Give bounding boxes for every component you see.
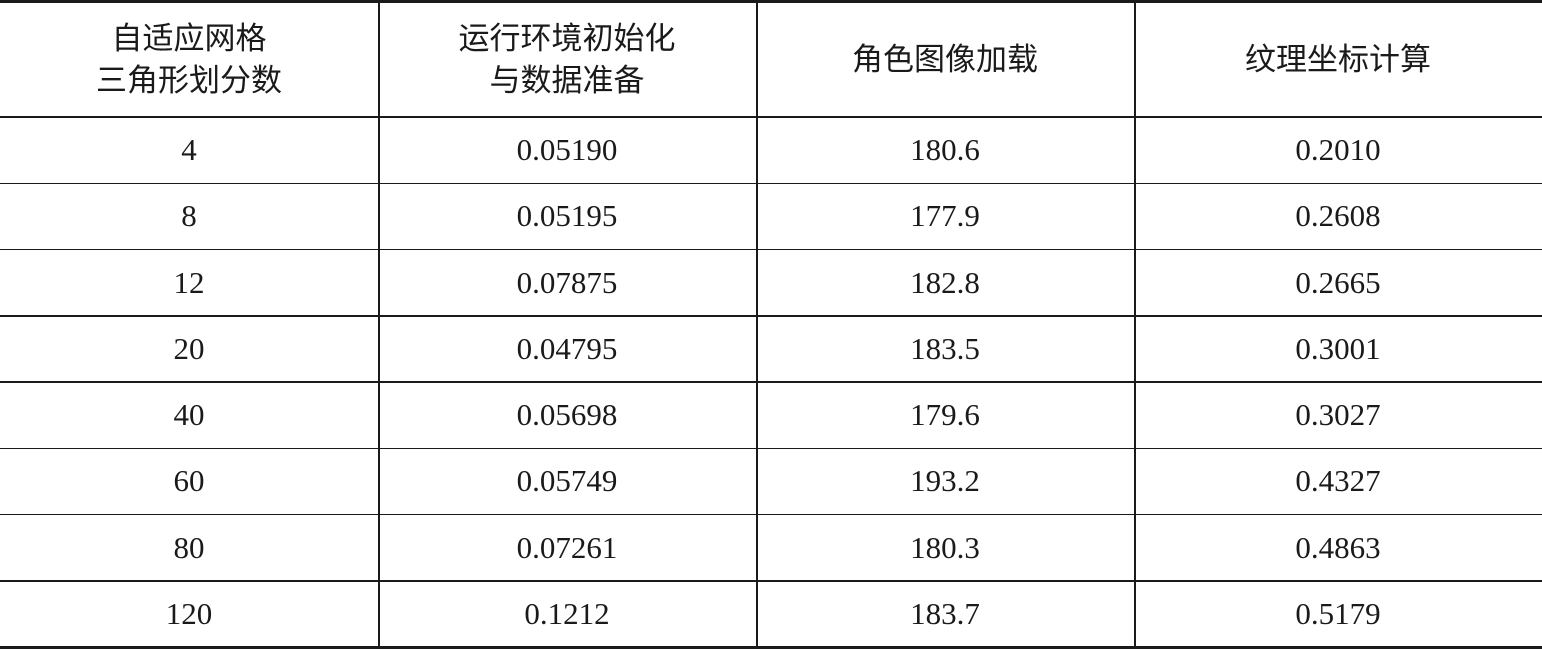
table-cell: 0.2010 bbox=[1295, 132, 1381, 168]
table-cell: 0.4863 bbox=[1295, 529, 1381, 565]
row-border bbox=[0, 381, 1542, 383]
column-border bbox=[1134, 0, 1136, 649]
table-cell: 0.05698 bbox=[516, 397, 618, 433]
header-text: 三角形划分数 bbox=[96, 63, 282, 98]
table-cell: 0.1212 bbox=[524, 595, 610, 631]
table-cell: 8 bbox=[181, 198, 197, 234]
table-cell: 193.2 bbox=[910, 463, 980, 499]
header-cell: 运行环境初始化 与数据准备 bbox=[378, 3, 756, 117]
table-cell: 180.3 bbox=[910, 529, 980, 565]
table-cell: 12 bbox=[173, 264, 205, 300]
table-cell: 80 bbox=[173, 529, 205, 565]
table-cell: 20 bbox=[173, 330, 205, 366]
table-cell: 0.5179 bbox=[1295, 595, 1381, 631]
header-text: 与数据准备 bbox=[489, 63, 645, 98]
table-cell: 182.8 bbox=[910, 264, 980, 300]
header-cell: 自适应网格三角形划分数 bbox=[0, 3, 378, 117]
column-border bbox=[756, 0, 758, 649]
row-border bbox=[0, 580, 1542, 582]
row-border bbox=[0, 315, 1542, 317]
table-cell: 0.3001 bbox=[1295, 330, 1381, 366]
table-cell: 0.3027 bbox=[1295, 397, 1381, 433]
row-border bbox=[0, 248, 1542, 251]
header-cell: 角色图像加载 bbox=[756, 3, 1134, 117]
header-text: 角色图像加载 bbox=[852, 42, 1038, 77]
table-cell: 180.6 bbox=[910, 132, 980, 168]
row-border bbox=[0, 513, 1542, 516]
header-cell: 纹理坐标计算 bbox=[1134, 3, 1542, 117]
column-border bbox=[378, 0, 380, 649]
header-text: 纹理坐标计算 bbox=[1245, 42, 1431, 77]
row-border bbox=[0, 182, 1542, 184]
table-cell: 0.4327 bbox=[1295, 463, 1381, 499]
header-text: 自适应网格 bbox=[111, 21, 267, 56]
table-cell: 40 bbox=[173, 397, 205, 433]
table-cell: 0.07875 bbox=[516, 264, 618, 300]
table-cell: 0.05749 bbox=[516, 463, 618, 499]
table-cell: 177.9 bbox=[910, 198, 980, 234]
table-cell: 183.5 bbox=[910, 330, 980, 366]
top-border bbox=[0, 0, 1542, 3]
table-cell: 120 bbox=[165, 595, 213, 631]
table-cell: 179.6 bbox=[910, 397, 980, 433]
table-cell: 0.04795 bbox=[516, 330, 618, 366]
table-cell: 0.05190 bbox=[516, 132, 618, 168]
table-cell: 4 bbox=[181, 132, 197, 168]
header-text: 运行环境初始化 bbox=[458, 21, 676, 56]
table-cell: 183.7 bbox=[910, 595, 980, 631]
table-cell: 60 bbox=[173, 463, 205, 499]
row-border bbox=[0, 447, 1542, 449]
table-cell: 0.05195 bbox=[516, 198, 618, 234]
table-cell: 0.2608 bbox=[1295, 198, 1381, 234]
table-cell: 0.2665 bbox=[1295, 264, 1381, 300]
bottom-border bbox=[0, 646, 1542, 649]
header-border bbox=[0, 116, 1542, 118]
table-cell: 0.07261 bbox=[516, 529, 618, 565]
